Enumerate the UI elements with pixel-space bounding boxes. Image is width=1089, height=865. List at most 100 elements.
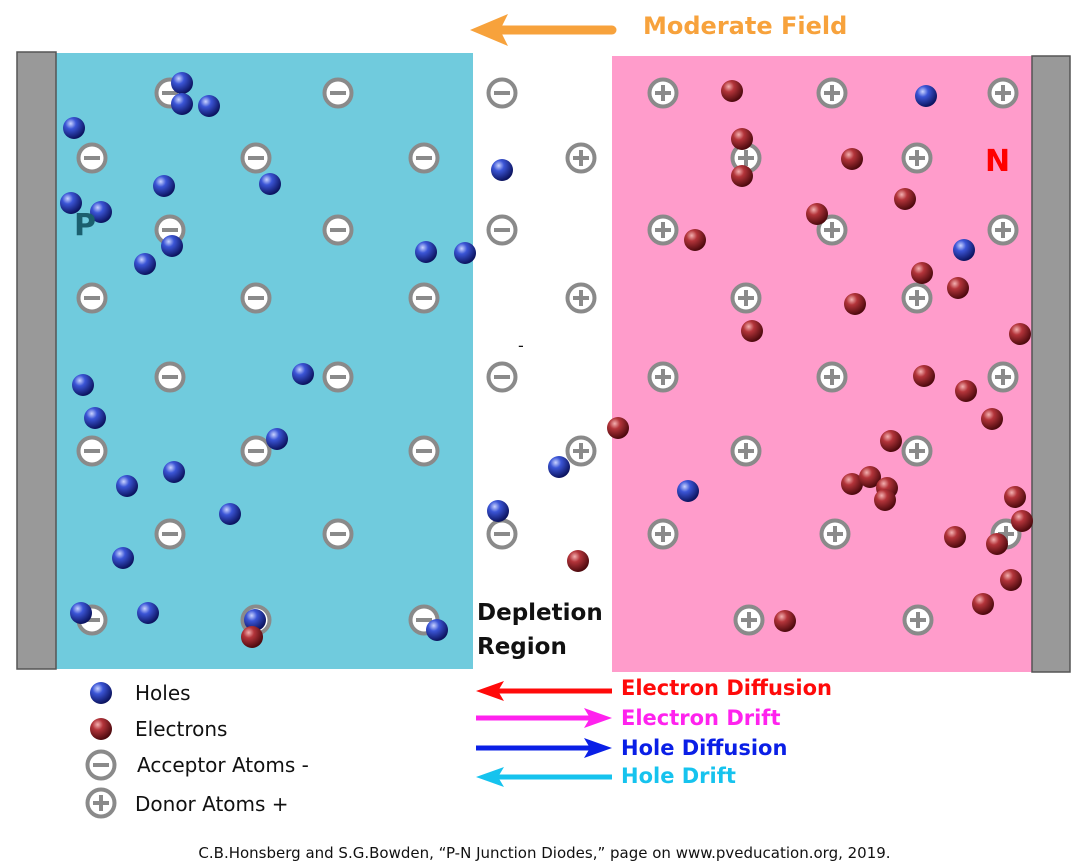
hole-particle	[915, 85, 937, 107]
acceptor-atom-icon	[322, 214, 354, 246]
electron-particle	[774, 610, 796, 632]
hole-particle	[90, 201, 112, 223]
hole-particle	[244, 609, 266, 631]
legend-holes-label: Holes	[135, 681, 191, 705]
legend-acceptor-label: Acceptor Atoms -	[137, 753, 309, 777]
hole-particle	[134, 253, 156, 275]
acceptor-atom-icon	[322, 361, 354, 393]
donor-atom-icon	[987, 77, 1019, 109]
hole-particle	[171, 93, 193, 115]
electron-particle	[841, 473, 863, 495]
hole-particle	[63, 117, 85, 139]
electron-particle	[981, 408, 1003, 430]
electron-particle	[955, 380, 977, 402]
field-label: Moderate Field	[643, 12, 848, 40]
hole-particle	[491, 159, 513, 181]
dopant-atoms	[76, 77, 1022, 636]
acceptor-atom-icon	[408, 282, 440, 314]
hole-particle	[548, 456, 570, 478]
hole-particle	[90, 682, 112, 704]
donor-atom-icon	[987, 214, 1019, 246]
electron-particle	[874, 489, 896, 511]
hole-particle	[219, 503, 241, 525]
electron-drift-label: Electron Drift	[621, 706, 781, 730]
stray-minus-mark: -	[518, 336, 524, 355]
electron-particle	[731, 128, 753, 150]
hole-particle	[677, 480, 699, 502]
hole-particle	[259, 173, 281, 195]
donor-atom-icon	[733, 604, 765, 636]
electron-particle	[859, 466, 881, 488]
hole-particle	[84, 407, 106, 429]
hole-diffusion-label: Hole Diffusion	[621, 736, 788, 760]
electron-particle	[567, 550, 589, 572]
electron-diffusion-label: Electron Diffusion	[621, 676, 832, 700]
electron-particle	[911, 262, 933, 284]
acceptor-atom-icon	[486, 518, 518, 550]
electron-particle	[721, 80, 743, 102]
acceptor-atom-icon	[240, 282, 272, 314]
hole-particle	[292, 363, 314, 385]
field-arrow	[470, 14, 617, 46]
donor-atom-icon	[647, 77, 679, 109]
electron-particle	[844, 293, 866, 315]
donor-atom-icon	[901, 282, 933, 314]
arrow-hole-drift	[476, 767, 612, 787]
acceptor-atom-icon	[486, 214, 518, 246]
acceptor-atom-icon	[85, 749, 117, 781]
donor-atom-icon	[816, 361, 848, 393]
donor-atom-icon	[730, 142, 762, 174]
donor-atom-icon	[565, 435, 597, 467]
hole-particle	[171, 72, 193, 94]
acceptor-atom-icon	[322, 518, 354, 550]
acceptor-atom-icon	[154, 518, 186, 550]
electron-particle	[894, 188, 916, 210]
electron-particle	[731, 165, 753, 187]
donor-atom-icon	[987, 361, 1019, 393]
hole-particle	[487, 500, 509, 522]
electron-particle	[741, 320, 763, 342]
hole-particle	[161, 235, 183, 257]
donor-atom-icon	[816, 214, 848, 246]
right-metal-contact	[1031, 55, 1071, 673]
donor-atom-icon	[730, 282, 762, 314]
charge-carriers	[60, 72, 1033, 648]
donor-atom-icon	[902, 604, 934, 636]
p-region-label: P	[74, 208, 96, 243]
electron-particle	[806, 203, 828, 225]
donor-atom-icon	[819, 518, 851, 550]
electron-particle	[241, 626, 263, 648]
donor-atom-icon	[901, 435, 933, 467]
hole-particle	[153, 175, 175, 197]
acceptor-atom-icon	[76, 282, 108, 314]
electron-particle	[944, 526, 966, 548]
n-type-region	[612, 56, 1032, 672]
electron-particle	[1004, 486, 1026, 508]
hole-drift-label: Hole Drift	[621, 764, 736, 788]
donor-atom-icon	[647, 518, 679, 550]
acceptor-atom-icon	[240, 435, 272, 467]
hole-particle	[70, 602, 92, 624]
acceptor-atom-icon	[154, 361, 186, 393]
electron-particle	[1009, 323, 1031, 345]
electron-particle	[841, 148, 863, 170]
legend-icons	[85, 682, 117, 819]
electron-particle	[607, 417, 629, 439]
electron-particle	[947, 277, 969, 299]
arrow-electron-drift	[476, 708, 612, 728]
legend-arrows	[476, 681, 612, 787]
acceptor-atom-icon	[76, 435, 108, 467]
left-metal-contact	[16, 51, 57, 670]
source-caption: C.B.Honsberg and S.G.Bowden, “P-N Juncti…	[198, 844, 891, 862]
donor-atom-icon	[816, 77, 848, 109]
donor-atom-icon	[85, 787, 117, 819]
electron-particle	[986, 533, 1008, 555]
electron-particle	[90, 718, 112, 740]
electron-particle	[684, 229, 706, 251]
electron-particle	[880, 430, 902, 452]
depletion-label-line-2: Region	[477, 634, 567, 660]
donor-atom-icon	[901, 142, 933, 174]
hole-particle	[116, 475, 138, 497]
electron-particle	[913, 365, 935, 387]
acceptor-atom-icon	[76, 142, 108, 174]
